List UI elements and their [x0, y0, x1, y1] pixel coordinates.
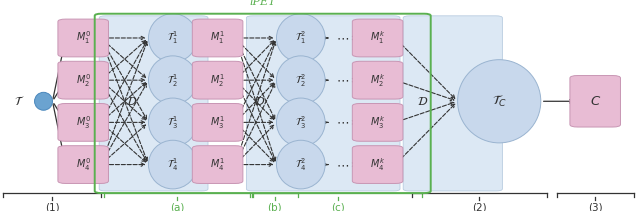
- Text: $M_3^k$: $M_3^k$: [370, 114, 385, 131]
- Text: $M_3^1$: $M_3^1$: [210, 114, 225, 131]
- Text: $\mathcal{T}_1^2$: $\mathcal{T}_1^2$: [296, 30, 306, 46]
- FancyBboxPatch shape: [58, 61, 109, 99]
- Text: $\mathcal{T}_2^2$: $\mathcal{T}_2^2$: [296, 72, 306, 89]
- FancyBboxPatch shape: [99, 16, 208, 191]
- Text: $\cdots$: $\cdots$: [336, 74, 349, 87]
- FancyBboxPatch shape: [570, 76, 621, 127]
- Text: $\mathcal{T}_2^1$: $\mathcal{T}_2^1$: [168, 72, 178, 89]
- Text: $\mathcal{T}_3^2$: $\mathcal{T}_3^2$: [296, 114, 306, 131]
- Text: $\mathcal{T}_4^2$: $\mathcal{T}_4^2$: [295, 156, 307, 173]
- FancyBboxPatch shape: [192, 19, 243, 57]
- Text: (a): (a): [170, 203, 184, 211]
- Text: $M_2^1$: $M_2^1$: [210, 72, 225, 89]
- FancyBboxPatch shape: [352, 19, 403, 57]
- Text: $\cdots$: $\cdots$: [336, 31, 349, 45]
- Text: $\mathcal{D}$: $\mathcal{D}$: [253, 95, 265, 108]
- Text: $M_4^0$: $M_4^0$: [76, 156, 91, 173]
- Text: $M_2^0$: $M_2^0$: [76, 72, 91, 89]
- Text: $M_1^0$: $M_1^0$: [76, 30, 91, 46]
- Text: (b): (b): [268, 203, 282, 211]
- FancyBboxPatch shape: [352, 146, 403, 183]
- Text: $\mathcal{D}$: $\mathcal{D}$: [125, 95, 137, 108]
- Ellipse shape: [148, 140, 197, 189]
- Text: $M_2^k$: $M_2^k$: [370, 72, 385, 89]
- Text: iPET: iPET: [250, 0, 276, 7]
- Text: $M_4^1$: $M_4^1$: [210, 156, 225, 173]
- Ellipse shape: [148, 56, 197, 104]
- FancyBboxPatch shape: [58, 19, 109, 57]
- FancyBboxPatch shape: [192, 146, 243, 183]
- Ellipse shape: [458, 60, 541, 143]
- Text: $M_4^k$: $M_4^k$: [370, 156, 385, 173]
- FancyBboxPatch shape: [352, 61, 403, 99]
- Text: $M_3^0$: $M_3^0$: [76, 114, 91, 131]
- FancyBboxPatch shape: [246, 16, 400, 191]
- Text: $\cdots$: $\cdots$: [336, 116, 349, 129]
- Text: (3): (3): [588, 203, 602, 211]
- Text: $C$: $C$: [589, 95, 601, 108]
- Text: (1): (1): [45, 203, 60, 211]
- Text: $M_1^k$: $M_1^k$: [370, 30, 385, 46]
- Ellipse shape: [276, 140, 325, 189]
- Ellipse shape: [276, 98, 325, 147]
- FancyBboxPatch shape: [192, 61, 243, 99]
- FancyBboxPatch shape: [352, 104, 403, 141]
- Text: $\mathcal{T}_C$: $\mathcal{T}_C$: [492, 94, 507, 109]
- Ellipse shape: [276, 56, 325, 104]
- Text: (c): (c): [331, 203, 344, 211]
- FancyBboxPatch shape: [403, 16, 502, 191]
- FancyBboxPatch shape: [58, 104, 109, 141]
- Text: (2): (2): [472, 203, 486, 211]
- Text: $\mathcal{T}$: $\mathcal{T}$: [14, 95, 24, 108]
- Ellipse shape: [276, 14, 325, 62]
- Text: $\mathcal{D}$: $\mathcal{D}$: [417, 95, 428, 108]
- Text: $\mathcal{T}_1^1$: $\mathcal{T}_1^1$: [168, 30, 178, 46]
- FancyBboxPatch shape: [192, 104, 243, 141]
- Text: $\cdots$: $\cdots$: [336, 158, 349, 171]
- Ellipse shape: [148, 14, 197, 62]
- Ellipse shape: [148, 98, 197, 147]
- Text: $\mathcal{T}_4^1$: $\mathcal{T}_4^1$: [167, 156, 179, 173]
- FancyBboxPatch shape: [58, 146, 109, 183]
- Ellipse shape: [35, 92, 52, 110]
- Text: $M_1^1$: $M_1^1$: [210, 30, 225, 46]
- Text: $\mathcal{T}_3^1$: $\mathcal{T}_3^1$: [168, 114, 178, 131]
